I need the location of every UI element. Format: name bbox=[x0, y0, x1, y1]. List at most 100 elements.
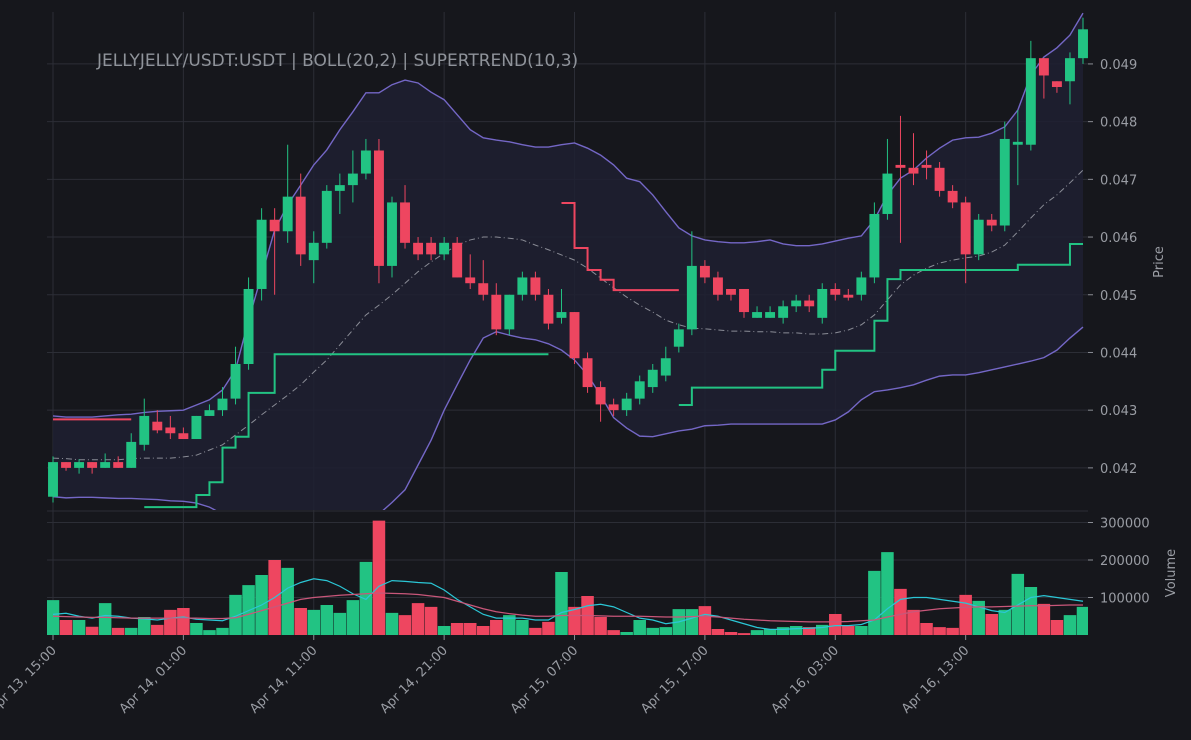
candle-body bbox=[491, 294, 502, 330]
supertrend-up bbox=[144, 242, 1083, 509]
volume-panel bbox=[47, 520, 1088, 635]
bollinger-fill bbox=[53, 13, 1083, 510]
x-tick-label: Apr 16, 03:00 bbox=[769, 643, 842, 716]
candle-body bbox=[61, 462, 71, 468]
candle-body bbox=[804, 300, 815, 307]
candle-body bbox=[465, 277, 476, 284]
volume-bar bbox=[503, 615, 516, 635]
volume-bar bbox=[346, 600, 360, 635]
volume-bar bbox=[1076, 606, 1088, 635]
volume-bar bbox=[359, 561, 373, 635]
volume-ma bbox=[52, 578, 1084, 630]
y-tick-label: 0.042 bbox=[1100, 462, 1137, 477]
volume-bar bbox=[216, 627, 229, 635]
candle-body bbox=[817, 288, 828, 318]
candle-body bbox=[999, 138, 1010, 226]
volume-bar bbox=[320, 605, 334, 635]
volume-bar bbox=[542, 621, 555, 635]
volume-bar bbox=[59, 620, 73, 635]
volume-bar bbox=[85, 626, 99, 635]
candle-body bbox=[543, 294, 554, 324]
volume-bar bbox=[398, 615, 412, 635]
candle-body bbox=[921, 164, 932, 168]
candle-body bbox=[373, 150, 384, 266]
volume-bar bbox=[555, 572, 568, 635]
chart-title: JELLYJELLY/USDT:USDT | BOLL(20,2) | SUPE… bbox=[96, 51, 578, 71]
candle-body bbox=[752, 312, 763, 318]
price-axis-label: Price bbox=[1152, 246, 1167, 278]
volume-bar bbox=[164, 609, 177, 635]
y-tick-label: 0.047 bbox=[1100, 173, 1137, 188]
volume-tick-label: 200000 bbox=[1100, 554, 1150, 569]
volume-bar bbox=[881, 552, 894, 635]
candle-body bbox=[1078, 29, 1088, 59]
y-tick-label: 0.048 bbox=[1100, 116, 1137, 131]
candle-body bbox=[139, 415, 150, 445]
candle-body bbox=[530, 277, 541, 295]
candle-body bbox=[74, 462, 85, 468]
volume-bar bbox=[463, 623, 477, 635]
candle-body bbox=[152, 421, 163, 431]
volume-bar bbox=[516, 620, 529, 635]
candle-body bbox=[100, 462, 111, 468]
y-tick-label: 0.044 bbox=[1100, 346, 1137, 361]
candle-body bbox=[673, 329, 684, 347]
volume-bar bbox=[711, 629, 725, 635]
candle-body bbox=[595, 387, 606, 405]
candle-body bbox=[843, 294, 854, 298]
volume-bar bbox=[151, 624, 164, 635]
candle-body bbox=[726, 288, 736, 295]
supertrend-down bbox=[53, 202, 679, 421]
volume-bar bbox=[933, 627, 946, 635]
candle-body bbox=[947, 190, 958, 203]
volume-bar bbox=[229, 594, 242, 635]
candle-body bbox=[960, 202, 971, 255]
y-tick-label: 0.046 bbox=[1100, 231, 1137, 246]
candle-body bbox=[48, 462, 58, 497]
candle-body bbox=[660, 358, 671, 376]
x-tick-label: Apr 16, 13:00 bbox=[899, 643, 972, 716]
volume-bar bbox=[646, 627, 660, 635]
candle-body bbox=[1065, 58, 1075, 82]
volume-bar bbox=[1037, 603, 1051, 635]
candle-body bbox=[908, 167, 919, 174]
volume-bar bbox=[307, 609, 321, 635]
candle-body bbox=[347, 173, 358, 186]
candle-body bbox=[452, 242, 463, 278]
candle-body bbox=[256, 219, 267, 289]
candle-body bbox=[413, 242, 424, 255]
volume-bar bbox=[907, 609, 920, 635]
volume-bar bbox=[1050, 620, 1064, 635]
x-tick-label: Apr 15, 07:00 bbox=[508, 643, 581, 716]
candle-body bbox=[1012, 141, 1023, 145]
volume-bar bbox=[476, 626, 490, 635]
volume-bar bbox=[98, 603, 112, 635]
candle-body bbox=[87, 462, 98, 468]
volume-bar bbox=[724, 632, 738, 635]
x-tick-label: Apr 14, 21:00 bbox=[377, 643, 450, 716]
x-tick-label: Apr 15, 17:00 bbox=[638, 643, 711, 716]
candle-body bbox=[608, 404, 619, 411]
volume-bar bbox=[972, 600, 985, 635]
candle-body bbox=[686, 265, 697, 330]
y-tick-label: 0.043 bbox=[1100, 404, 1137, 419]
candle-body bbox=[400, 202, 410, 243]
candle-body bbox=[504, 294, 515, 330]
volume-bar bbox=[333, 612, 347, 635]
candle-body bbox=[791, 300, 802, 307]
volume-bar bbox=[529, 627, 542, 635]
candle-body bbox=[934, 167, 945, 191]
volume-bar bbox=[1024, 587, 1038, 635]
volume-bar bbox=[829, 614, 842, 635]
volume-bar bbox=[450, 623, 464, 635]
candle-body bbox=[191, 415, 202, 440]
candle-body bbox=[243, 288, 254, 365]
candle-body bbox=[334, 185, 345, 191]
volume-bar bbox=[685, 609, 699, 635]
bollinger-middle bbox=[52, 169, 1084, 461]
candle-body bbox=[113, 462, 124, 468]
candle-body bbox=[986, 219, 997, 226]
candle-body bbox=[178, 433, 189, 440]
candle-body bbox=[204, 410, 215, 416]
volume-bar bbox=[750, 630, 764, 635]
